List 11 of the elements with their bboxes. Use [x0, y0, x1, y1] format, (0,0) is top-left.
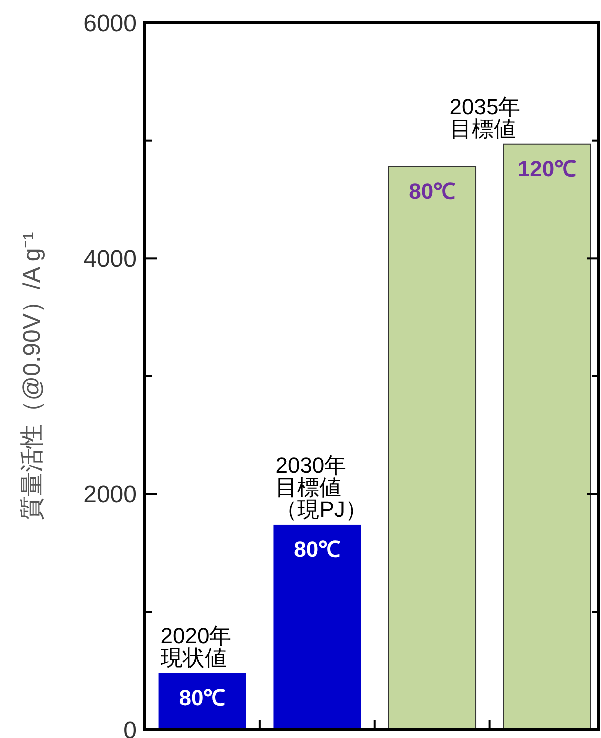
y-axis-title: 質量活性（@0.90V）/A g⁻¹ — [19, 232, 46, 521]
bar — [388, 166, 477, 730]
bar — [274, 524, 362, 730]
annotation: 80℃ — [409, 178, 456, 204]
annotation: 80℃ — [179, 685, 226, 710]
y-tick-label: 2000 — [84, 482, 137, 509]
y-tick-label: 6000 — [84, 10, 137, 38]
y-tick-label: 4000 — [84, 246, 137, 274]
bar — [503, 144, 592, 730]
annotation: 80℃ — [294, 536, 341, 562]
annotation: 120℃ — [518, 156, 577, 182]
